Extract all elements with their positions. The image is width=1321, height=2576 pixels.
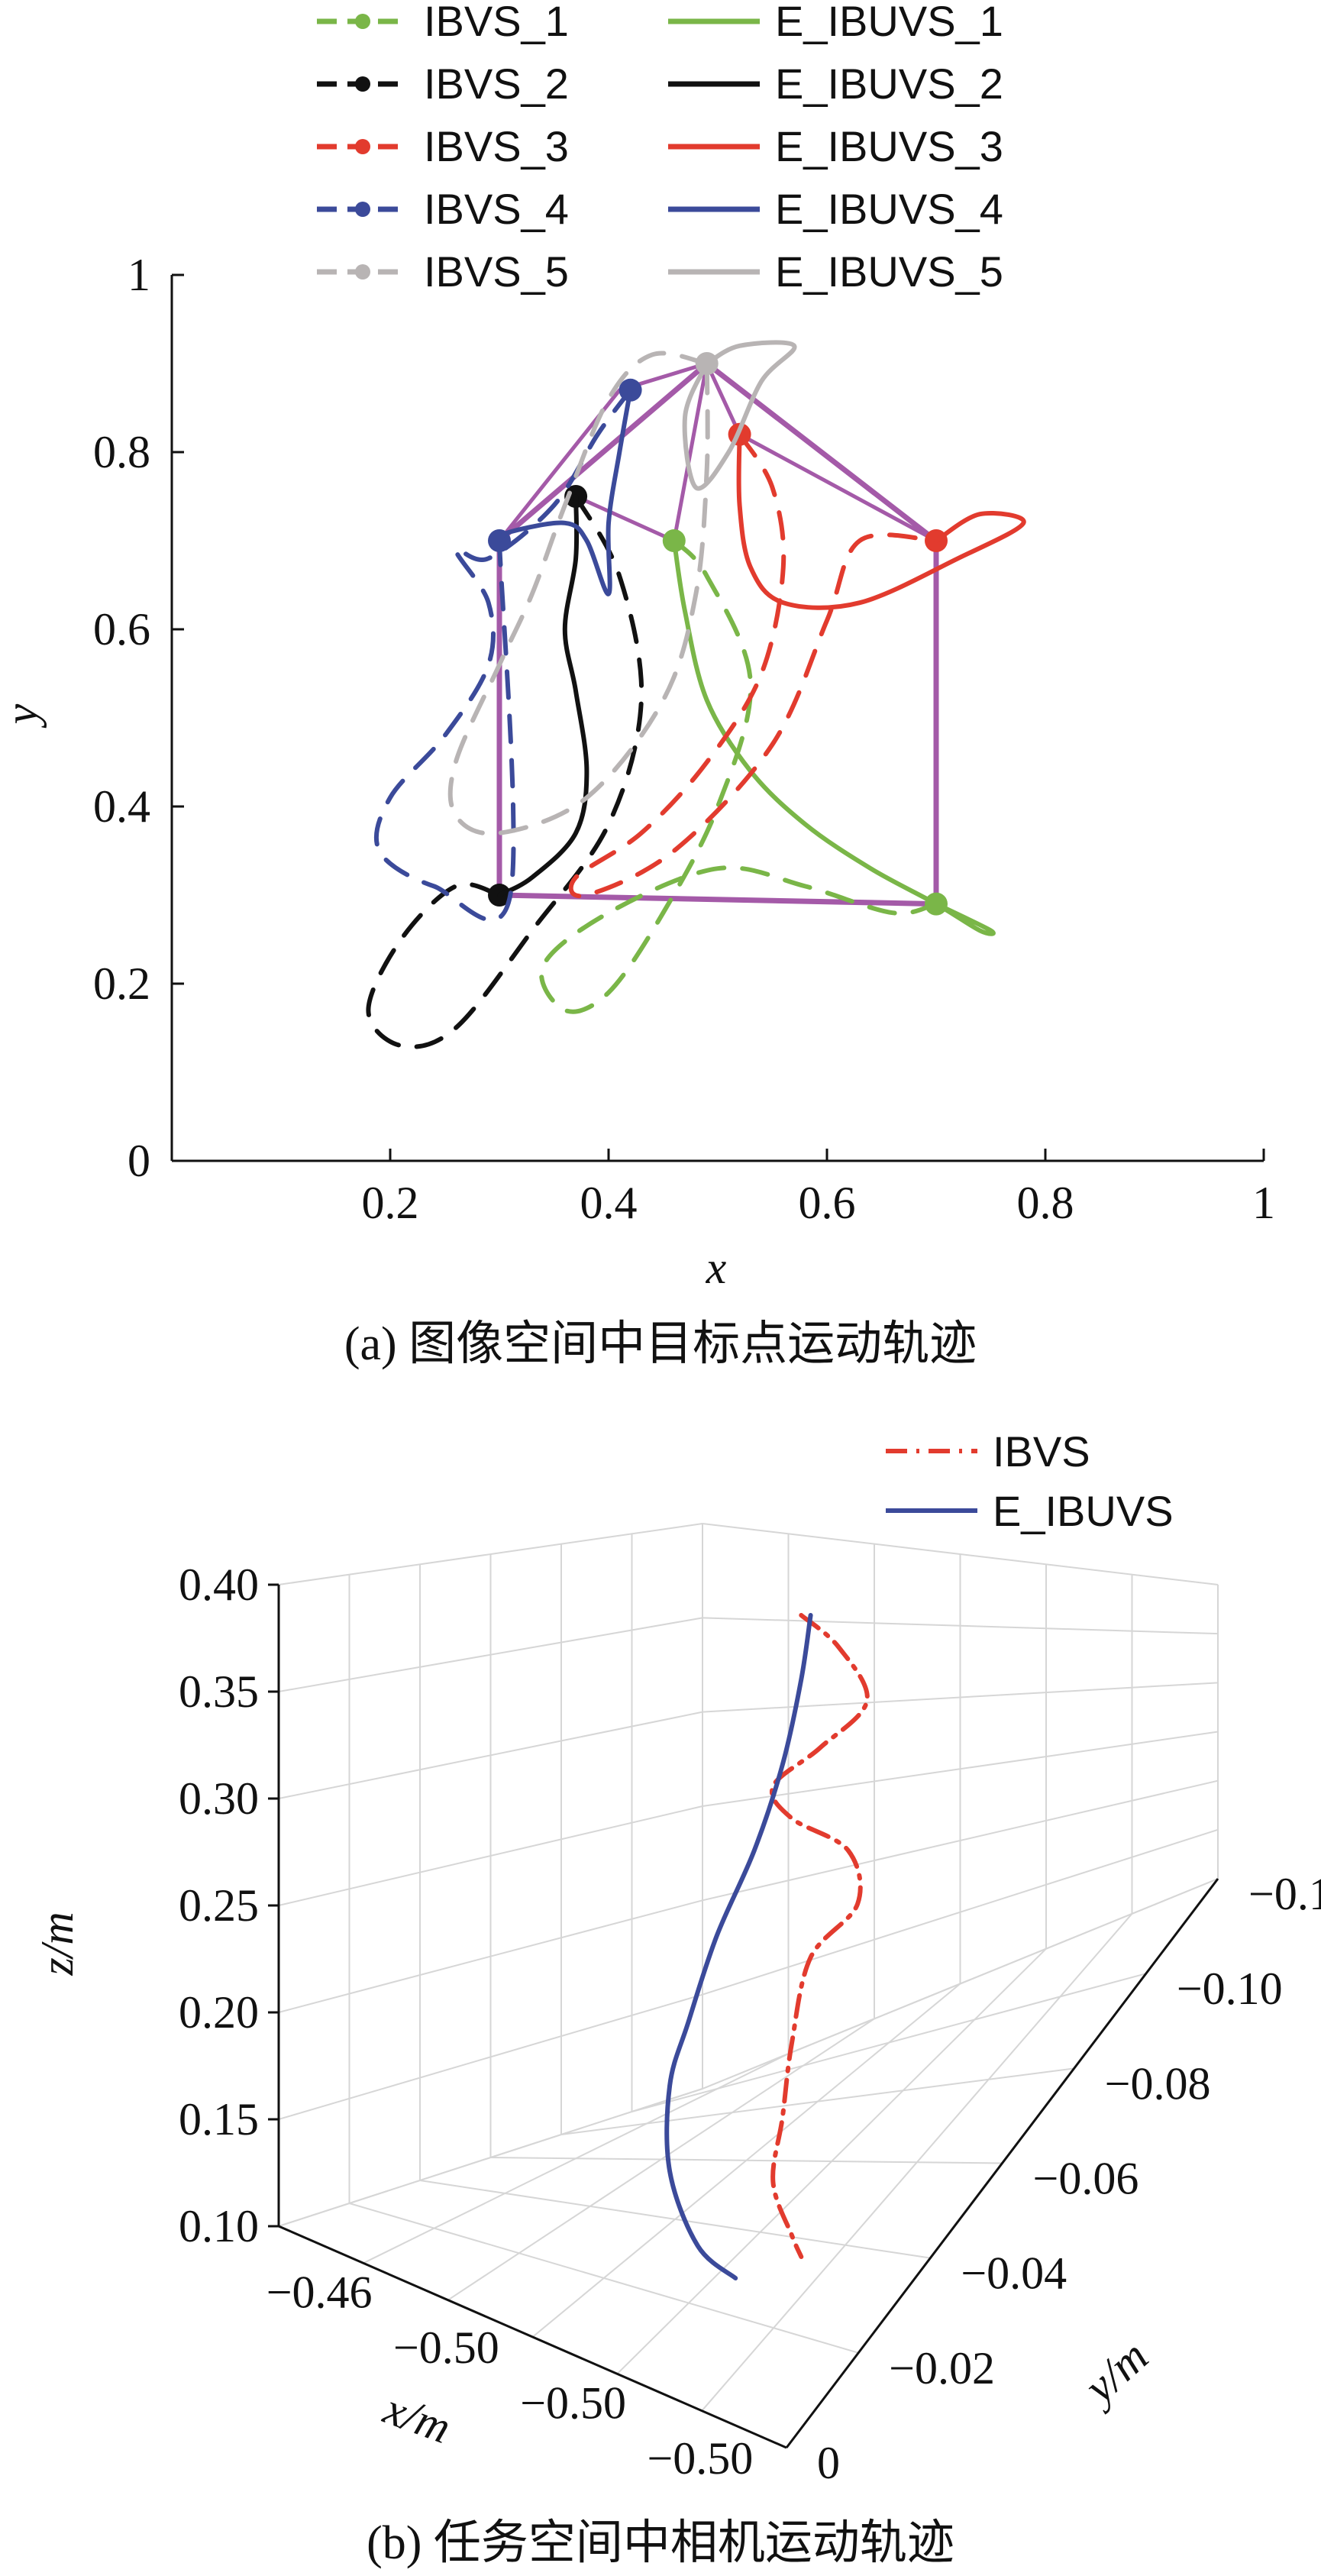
x-tick-label: 0.4 [580, 1178, 638, 1228]
grid-line [560, 2067, 1074, 2135]
grid-line [616, 1947, 1047, 2375]
chart-a-axes [170, 275, 1264, 1162]
chart-a-caption: (a) 图像空间中目标点运动轨迹 [344, 1318, 977, 1370]
chart-a: IBVS_1 E_IBUVS_1 IBVS_2 E_IBUVS_2 IBVS_3 E_IB… [0, 0, 1275, 1370]
legend-label: IBVS_4 [424, 185, 569, 233]
legend-label: IBVS_1 [424, 0, 569, 45]
z-tick-label: 0.15 [179, 2094, 259, 2145]
legend-label: IBVS_5 [424, 247, 569, 296]
x-tick-label: 0.2 [362, 1178, 419, 1228]
house-outline-line [496, 360, 939, 907]
chart-b-series [664, 1613, 870, 2280]
chart-b: 0.10 0.15 0.20 0.25 0.30 0.35 0.40 −0.46 −0.50 −0… [32, 1427, 1321, 2569]
x-tick-label: −0.50 [393, 2322, 499, 2373]
legend-marker [355, 14, 370, 29]
x-tick-label: −0.50 [520, 2377, 626, 2428]
z-tick-label: 0.10 [179, 2201, 259, 2251]
chart-a-legend: IBVS_1 E_IBUVS_1 IBVS_2 E_IBUVS_2 IBVS_3 E_IB… [317, 0, 1003, 296]
chart-a-ticks: 0.2 0.4 0.6 0.8 1 0 0.2 0.4 0.6 0.8 1 [93, 250, 1275, 1228]
chart-a-xlabel: x [706, 1243, 727, 1293]
legend-label: IBVS_3 [424, 122, 569, 170]
chart-b-3d-grid [277, 1523, 1219, 2449]
legend-label: E_IBUVS_2 [775, 60, 1003, 108]
y-tick-label: −0.08 [1105, 2058, 1211, 2109]
trajectory-3d-e_ibuvs [664, 1613, 813, 2280]
chart-b-legend: IBVS E_IBUVS [886, 1427, 1174, 1535]
z-tick-label: 0.35 [179, 1666, 259, 1717]
y-tick-label: 0.6 [93, 604, 150, 655]
axis-edge [785, 1878, 1219, 2448]
trajectory-ibvs_5 [447, 351, 710, 836]
z-tick-label: 0.25 [179, 1880, 259, 1931]
x-tick-label: 0.8 [1017, 1178, 1074, 1228]
y-tick-label: −0.12 [1248, 1869, 1321, 1919]
house-outline-line [498, 361, 938, 543]
trajectory-ibvs_2 [366, 494, 644, 1049]
chart-b-xlabel: x/m [377, 2383, 457, 2453]
y-tick-label: −0.06 [1033, 2154, 1139, 2204]
trajectory-e_ibuvs_4 [497, 387, 633, 596]
legend-label: E_IBUVS_3 [775, 122, 1003, 170]
chart-b-zlabel: z/m [32, 1912, 82, 1976]
legend-label: E_IBUVS [993, 1487, 1174, 1535]
legend-marker [355, 139, 370, 154]
legend-label: E_IBUVS_5 [775, 247, 1003, 296]
trajectory-e_ibuvs_1 [671, 538, 996, 936]
x-tick-label: −0.50 [647, 2433, 753, 2484]
y-tick-label: 1 [128, 250, 150, 300]
y-tick-label: 0 [128, 1136, 150, 1186]
y-tick-label: 0.2 [93, 958, 150, 1009]
axis-edge [278, 2225, 787, 2449]
grid-line [701, 1913, 1133, 2412]
legend-marker [355, 76, 370, 92]
legend-marker [355, 264, 370, 280]
legend-label: IBVS_2 [424, 60, 569, 108]
legend-label: E_IBUVS_1 [775, 0, 1003, 45]
trajectory-ibvs_3 [568, 431, 938, 899]
chart-b-caption: (b) 任务空间中相机运动轨迹 [367, 2517, 954, 2569]
chart-b-ylabel: y/m [1071, 2331, 1158, 2416]
z-tick-label: 0.20 [179, 1987, 259, 2038]
y-tick-label: 0 [817, 2438, 840, 2488]
z-tick-label: 0.40 [179, 1559, 259, 1610]
y-tick-label: −0.02 [889, 2343, 995, 2393]
legend-marker [355, 202, 370, 217]
chart-b-ticks: 0.10 0.15 0.20 0.25 0.30 0.35 0.40 −0.46 −0.50 −0… [179, 1559, 1321, 2488]
y-tick-label: 0.8 [93, 427, 150, 477]
y-tick-label: −0.04 [961, 2248, 1067, 2299]
legend-label: E_IBUVS_4 [775, 185, 1003, 233]
trajectory-3d-ibvs [770, 1613, 870, 2259]
x-tick-label: 0.6 [799, 1178, 856, 1228]
trajectory-ibvs_1 [539, 538, 938, 1014]
grid-line [531, 1983, 961, 2338]
y-tick-label: 0.4 [93, 781, 150, 832]
y-tick-label: −0.10 [1177, 1964, 1283, 2014]
x-tick-label: −0.46 [266, 2267, 373, 2317]
trajectory-e_ibuvs_3 [736, 431, 1026, 610]
trajectory-ibvs_4 [374, 387, 633, 923]
x-tick-label: 1 [1252, 1178, 1275, 1228]
legend-label: IBVS [993, 1427, 1090, 1475]
trajectory-e_ibuvs_5 [682, 340, 797, 491]
trajectory-e_ibuvs_2 [497, 494, 589, 897]
grid-line [631, 1973, 1147, 2112]
chart-a-series [366, 340, 1026, 1049]
chart-a-ylabel: y [0, 703, 47, 729]
z-tick-label: 0.30 [179, 1773, 259, 1824]
